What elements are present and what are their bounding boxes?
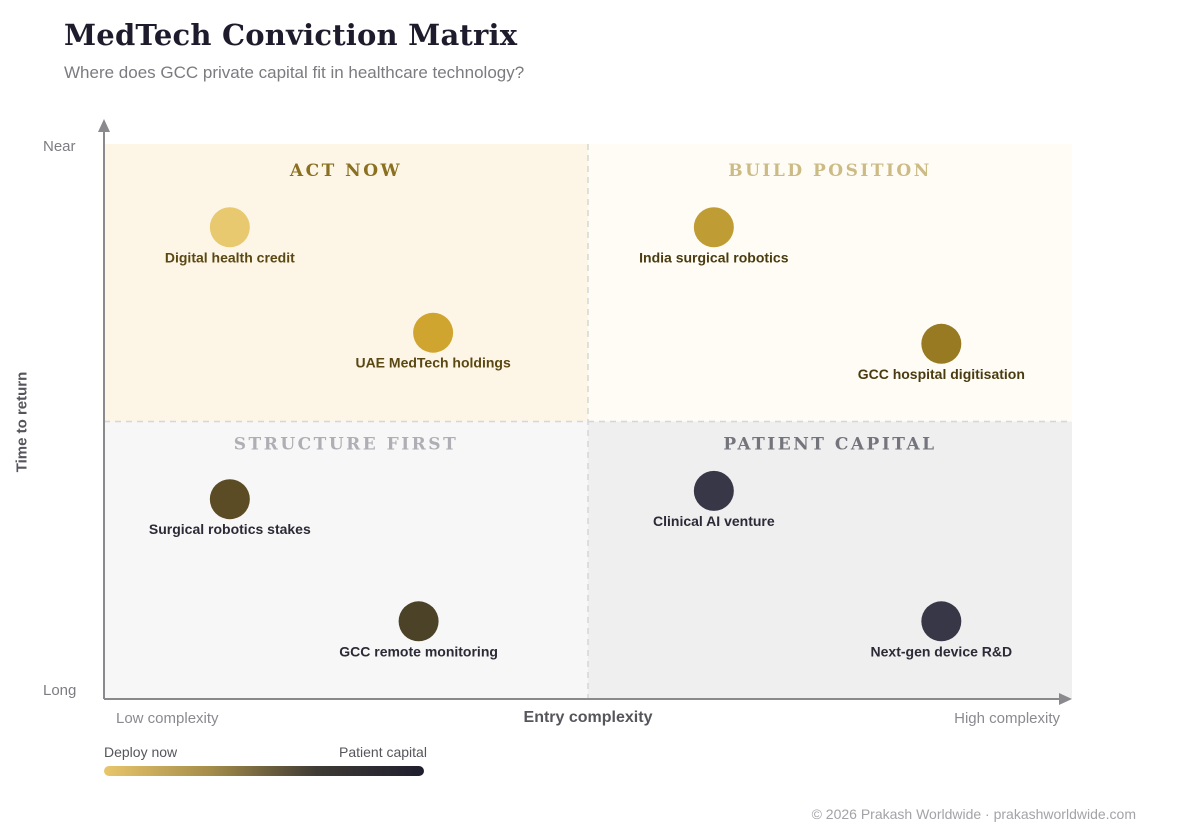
x-axis-title: Entry complexity (523, 709, 653, 726)
footer-copyright: © 2026 Prakash Worldwide · prakashworldw… (811, 806, 1136, 822)
axis-layer (98, 119, 1072, 705)
quadrant-build-position (588, 144, 1072, 422)
point-clinical-ai-venture: Clinical AI venture (653, 470, 775, 529)
y-axis-title: Time to return (13, 371, 31, 473)
point-label: UAE MedTech holdings (355, 355, 511, 371)
point-india-surgical-robotics: India surgical robotics (639, 207, 789, 265)
point-surgical-robotics-stakes: Surgical robotics stakes (149, 479, 311, 537)
quadrant-label-act-now: ACT NOW (289, 161, 402, 181)
legend-patient-capital-label: Patient capital (339, 744, 427, 760)
point-marker (413, 312, 454, 353)
x-axis-low-label: Low complexity (116, 710, 219, 727)
point-digital-health-credit: Digital health credit (165, 207, 295, 265)
x-axis-arrow-icon (1059, 693, 1072, 705)
quadrant-layer: ACT NOW BUILD POSITION STRUCTURE FIRST PATI… (104, 144, 1072, 699)
quadrant-act-now (104, 144, 588, 422)
point-label: Next-gen device R&D (871, 643, 1013, 659)
point-label: Digital health credit (165, 249, 295, 265)
y-axis-long-label: Long (43, 682, 77, 699)
y-axis-arrow-icon (98, 119, 110, 132)
y-axis-near-label: Near (43, 138, 76, 155)
page-title: MedTech Conviction Matrix (64, 18, 518, 52)
point-label: Clinical AI venture (653, 513, 775, 529)
quadrant-label-patient-capital: PATIENT CAPITAL (723, 435, 936, 455)
point-uae-medtech-holdings: UAE MedTech holdings (355, 312, 511, 371)
point-marker (693, 470, 734, 511)
point-marker (693, 207, 734, 248)
point-marker (209, 207, 250, 248)
point-label: GCC hospital digitisation (858, 366, 1025, 382)
quadrant-label-build-position: BUILD POSITION (728, 161, 932, 181)
divider-layer (104, 144, 1072, 699)
quadrant-structure-first (104, 421, 588, 699)
legend-deploy-now-label: Deploy now (104, 744, 178, 760)
point-marker (398, 601, 439, 642)
point-layer: Digital health credit UAE MedTech holding… (149, 207, 1025, 659)
point-gcc-hospital-digitisation: GCC hospital digitisation (858, 323, 1025, 382)
point-label: GCC remote monitoring (339, 643, 498, 659)
point-gcc-remote-monitoring: GCC remote monitoring (339, 601, 498, 659)
point-next-gen-device-randd: Next-gen device R&D (871, 601, 1013, 659)
point-label: Surgical robotics stakes (149, 521, 311, 537)
legend-gradient-bar (104, 766, 424, 776)
point-marker (921, 323, 962, 364)
quadrant-label-structure-first: STRUCTURE FIRST (234, 435, 458, 455)
x-axis-high-label: High complexity (954, 710, 1060, 727)
point-marker (209, 479, 250, 520)
point-label: India surgical robotics (639, 249, 789, 265)
page-subtitle: Where does GCC private capital fit in he… (64, 63, 525, 82)
quadrant-patient-capital (588, 421, 1072, 699)
point-marker (921, 601, 962, 642)
